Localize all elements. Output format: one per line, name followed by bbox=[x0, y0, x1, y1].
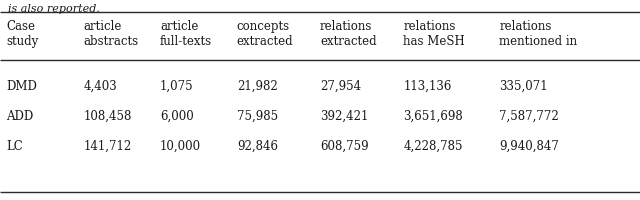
Text: study: study bbox=[6, 35, 38, 48]
Text: abstracts: abstracts bbox=[83, 35, 138, 48]
Text: article: article bbox=[160, 20, 198, 33]
Text: article: article bbox=[83, 20, 122, 33]
Text: relations: relations bbox=[320, 20, 372, 33]
Text: 1,075: 1,075 bbox=[160, 80, 194, 93]
Text: 9,940,847: 9,940,847 bbox=[499, 140, 559, 153]
Text: 3,651,698: 3,651,698 bbox=[403, 110, 463, 123]
Text: mentioned in: mentioned in bbox=[499, 35, 577, 48]
Text: DMD: DMD bbox=[6, 80, 37, 93]
Text: 21,982: 21,982 bbox=[237, 80, 278, 93]
Text: 92,846: 92,846 bbox=[237, 140, 278, 153]
Text: extracted: extracted bbox=[320, 35, 376, 48]
Text: 108,458: 108,458 bbox=[83, 110, 132, 123]
Text: 75,985: 75,985 bbox=[237, 110, 278, 123]
Text: has MeSH: has MeSH bbox=[403, 35, 465, 48]
Text: 27,954: 27,954 bbox=[320, 80, 361, 93]
Text: concepts: concepts bbox=[237, 20, 290, 33]
Text: 4,403: 4,403 bbox=[83, 80, 117, 93]
Text: 608,759: 608,759 bbox=[320, 140, 369, 153]
Text: full-texts: full-texts bbox=[160, 35, 212, 48]
Text: relations: relations bbox=[403, 20, 456, 33]
Text: 10,000: 10,000 bbox=[160, 140, 201, 153]
Text: 7,587,772: 7,587,772 bbox=[499, 110, 559, 123]
Text: 113,136: 113,136 bbox=[403, 80, 452, 93]
Text: 335,071: 335,071 bbox=[499, 80, 548, 93]
Text: 141,712: 141,712 bbox=[83, 140, 131, 153]
Text: 392,421: 392,421 bbox=[320, 110, 369, 123]
Text: LC: LC bbox=[6, 140, 23, 153]
Text: Case: Case bbox=[6, 20, 35, 33]
Text: is also reported.: is also reported. bbox=[8, 4, 100, 14]
Text: extracted: extracted bbox=[237, 35, 293, 48]
Text: 4,228,785: 4,228,785 bbox=[403, 140, 463, 153]
Text: relations: relations bbox=[499, 20, 552, 33]
Text: ADD: ADD bbox=[6, 110, 34, 123]
Text: 6,000: 6,000 bbox=[160, 110, 194, 123]
